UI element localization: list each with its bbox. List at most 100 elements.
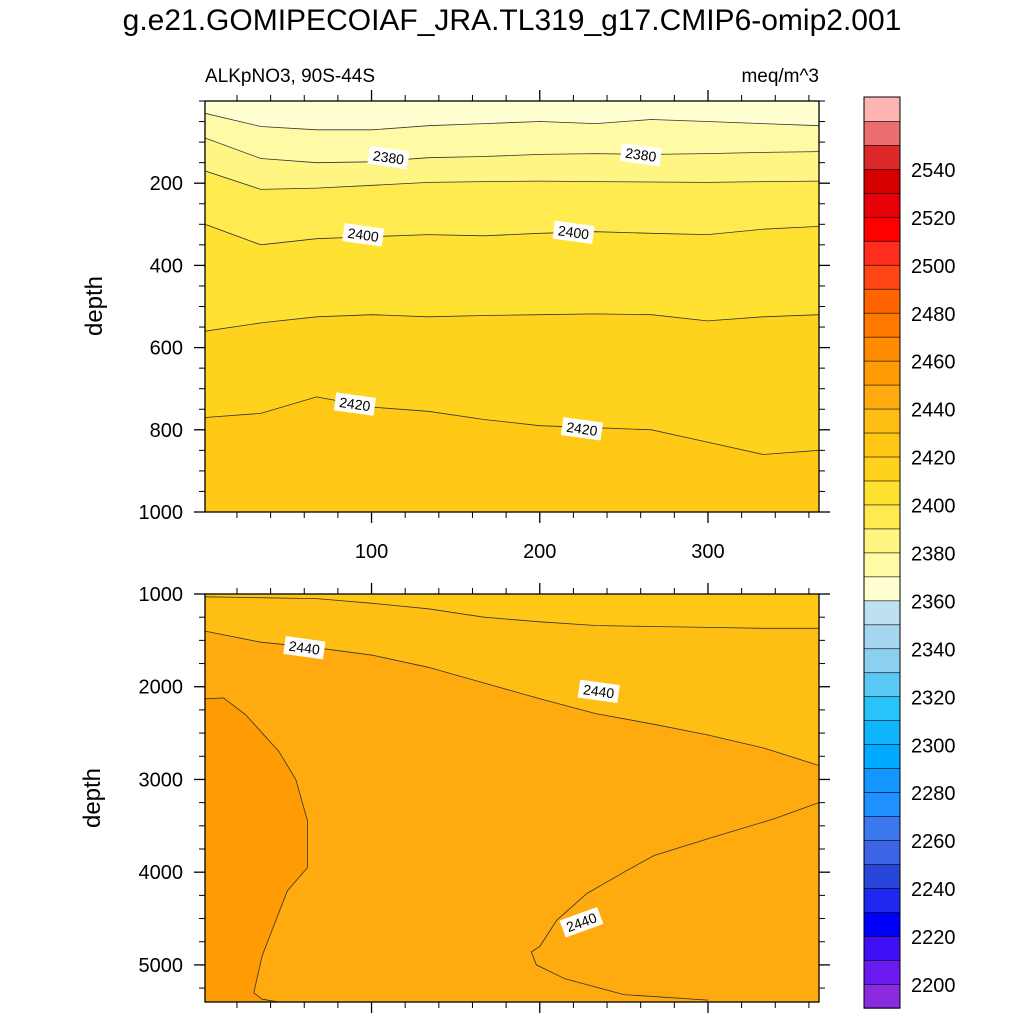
colorbar-swatch: [863, 839, 901, 865]
colorbar-swatch: [863, 312, 901, 338]
contour-line-2380: [205, 137, 819, 164]
colorbar-swatch: [863, 576, 901, 602]
colorbar-swatch: [863, 240, 901, 266]
x-tick-label: 200: [523, 541, 556, 563]
colorbar-swatch: [863, 600, 901, 626]
colorbar-tick-label: 2280: [911, 783, 956, 805]
contour-label-text: 2420: [565, 419, 598, 439]
colorbar-swatch: [863, 528, 901, 554]
colorbar-swatch: [863, 408, 901, 434]
colorbar-tick-label: 2520: [911, 208, 956, 230]
contour-label: 2420: [333, 392, 376, 416]
y-tick-label: 400: [150, 255, 183, 277]
variable-label: ALKpNO3, 90S-44S: [205, 66, 375, 87]
x-tick-label: 300: [691, 541, 724, 563]
lower-panel: 2440 2440 2440 1000 2000 3000 4000 5000 depth: [79, 583, 830, 1013]
lower-ylabel: depth: [79, 768, 106, 828]
colorbar-swatch: [863, 192, 901, 218]
colorbar-swatch: [863, 983, 901, 1009]
contour-line-2390: [205, 170, 819, 190]
contour-line-2440: [530, 802, 819, 1001]
contour-line-2430: [205, 596, 819, 629]
colorbar-swatch: [863, 264, 901, 290]
contour-label-text: 2380: [624, 145, 657, 165]
contour-label-text: 2440: [288, 638, 321, 658]
contour-label: 2440: [559, 906, 604, 938]
contour-label-text: 2420: [338, 394, 371, 414]
colorbar-tick-label: 2380: [911, 544, 956, 566]
contour-line-2400: [205, 223, 819, 246]
contour-label: 2440: [283, 636, 326, 660]
colorbar-swatch: [863, 216, 901, 242]
colorbar-tick-label: 2480: [911, 304, 956, 326]
colorbar-swatch: [863, 863, 901, 889]
colorbar-tick-label: 2500: [911, 256, 956, 278]
upper-panel: 2380 2380 2400 2400 2420 2420 200 400 600 800 100…: [81, 90, 830, 563]
colorbar-swatch: [863, 480, 901, 506]
colorbar-swatch: [863, 911, 901, 937]
colorbar-swatch: [863, 935, 901, 961]
colorbar-swatch: [863, 672, 901, 698]
colorbar-swatch: [863, 504, 901, 530]
y-tick-label: 600: [150, 338, 183, 360]
colorbar-swatch: [863, 815, 901, 841]
colorbar-swatch: [863, 384, 901, 410]
contour-label: 2400: [552, 220, 595, 245]
colorbar-frame: [863, 96, 901, 1009]
contour-label-text: 2400: [557, 222, 590, 242]
contour-line-2420: [205, 396, 819, 455]
contour-label-text: 2400: [347, 225, 380, 245]
y-tick-label: 2000: [139, 677, 184, 699]
colorbar-tick-label: 2340: [911, 639, 956, 661]
colorbar-tick-label: 2200: [911, 975, 956, 997]
contour-label: 2380: [619, 143, 662, 167]
contour-label: 2440: [577, 679, 620, 704]
colorbar-swatch: [863, 720, 901, 745]
colorbar-swatch: [863, 959, 901, 985]
colorbar-swatch: [863, 432, 901, 458]
colorbar-tick-label: 2260: [911, 831, 956, 853]
contour-band-2420: [205, 396, 819, 512]
units-label: meq/m^3: [741, 66, 819, 87]
colorbar-tick-label: 2220: [911, 927, 956, 949]
colorbar-swatch: [863, 767, 901, 793]
contour-label: 2400: [342, 223, 385, 247]
contour-label-text: 2440: [582, 681, 615, 701]
colorbar-swatch: [863, 288, 901, 314]
y-tick-label: 5000: [139, 955, 184, 977]
colorbar-swatch: [863, 456, 901, 482]
colorbar-tick-label: 2540: [911, 160, 956, 182]
y-tick-label: 200: [150, 173, 183, 195]
colorbar-swatch: [863, 887, 901, 913]
y-tick-label: 800: [150, 420, 183, 442]
colorbar-swatch: [863, 791, 901, 817]
y-tick-label: 1000: [139, 502, 184, 524]
colorbar-swatch: [863, 120, 901, 146]
y-tick-label: 3000: [139, 769, 184, 791]
contour-band-2440: [531, 802, 819, 1001]
colorbar-tick-label: 2320: [911, 687, 956, 709]
colorbar-swatch: [863, 144, 901, 170]
colorbar-tick-label: 2440: [911, 400, 956, 422]
y-tick-label: 4000: [139, 862, 184, 884]
colorbar-tick-label: 2360: [911, 591, 956, 613]
contour-label: 2380: [367, 145, 410, 170]
colorbar-swatch: [863, 336, 901, 362]
lower-plot-frame: [204, 593, 820, 1003]
colorbar-tick-label: 2420: [911, 448, 956, 470]
colorbar-tick-label: 2400: [911, 496, 956, 518]
contour-line-2370: [205, 112, 819, 131]
colorbar-swatch: [863, 96, 901, 122]
contour-band-2450: [205, 697, 308, 1002]
contour-label: 2420: [560, 417, 603, 441]
x-tick-label: 100: [355, 541, 388, 563]
colorbar-swatch: [863, 743, 901, 769]
colorbar-swatch: [863, 696, 901, 722]
contour-label-text: 2380: [372, 147, 405, 167]
contour-line-2410: [205, 313, 819, 332]
page-title: g.e21.GOMIPECOIAF_JRA.TL319_g17.CMIP6-om…: [122, 4, 902, 37]
contour-line-2450: [205, 697, 308, 1002]
colorbar: 2200 2220 2240 2260 2280 2300 2320 2340 2360 2380…: [863, 96, 956, 1009]
colorbar-swatch: [863, 552, 901, 578]
